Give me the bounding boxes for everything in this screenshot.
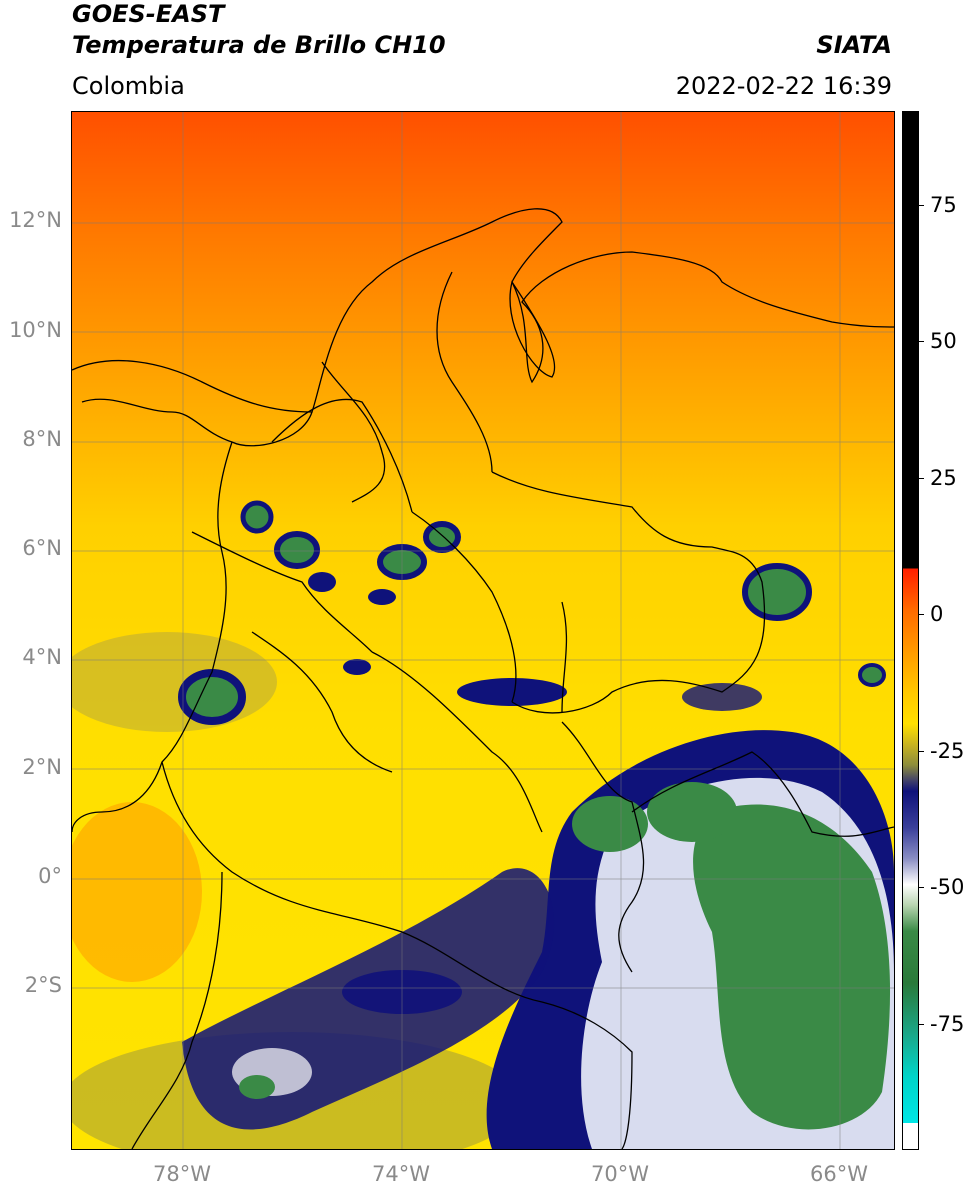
brightness-temperature-map <box>72 112 894 1149</box>
colorbar-tick-25 <box>918 478 924 479</box>
colorbar-label-75: 75 <box>930 193 957 217</box>
source-label: SIATA <box>816 31 892 59</box>
colorbar-tick-minus25 <box>918 751 924 752</box>
colorbar-tick-minus75 <box>918 1024 924 1025</box>
colorbar-tick-50 <box>918 341 924 342</box>
colorbar-tick-minus50 <box>918 887 924 888</box>
lon-label-66w: 66°W <box>810 1162 868 1186</box>
colorbar-tick-75 <box>918 205 924 206</box>
region-label: Colombia <box>72 72 185 100</box>
lat-label-2s: 2°S <box>24 973 62 997</box>
colorbar-label-minus75: -75 <box>930 1012 965 1036</box>
title-product: Temperatura de Brillo CH10 <box>72 31 446 59</box>
lon-label-70w: 70°W <box>591 1162 649 1186</box>
lat-label-8n: 8°N <box>22 427 62 451</box>
lon-label-74w: 74°W <box>372 1162 430 1186</box>
lat-label-0: 0° <box>38 864 62 888</box>
colorbar-label-0: 0 <box>930 602 944 626</box>
cloud-band-south <box>182 868 555 1130</box>
lat-label-4n: 4°N <box>22 645 62 669</box>
title-satellite: GOES-EAST <box>72 0 225 28</box>
lat-label-10n: 10°N <box>9 318 62 342</box>
colorbar <box>902 111 919 1150</box>
colorbar-label-50: 50 <box>930 329 957 353</box>
cloud-mass-southeast <box>486 563 894 1149</box>
lat-label-2n: 2°N <box>22 755 62 779</box>
lat-label-6n: 6°N <box>22 536 62 560</box>
colorbar-tick-0 <box>918 614 924 615</box>
coastlines-and-borders <box>72 208 894 1149</box>
colorbar-label-25: 25 <box>930 466 957 490</box>
colorbar-label-minus50: -50 <box>930 875 965 899</box>
colorbar-label-minus25: -25 <box>930 739 965 763</box>
lat-label-12n: 12°N <box>9 208 62 232</box>
lon-label-78w: 78°W <box>153 1162 211 1186</box>
datetime-label: 2022-02-22 16:39 <box>675 72 892 100</box>
map-panel <box>71 111 895 1150</box>
gridlines <box>72 112 894 1149</box>
